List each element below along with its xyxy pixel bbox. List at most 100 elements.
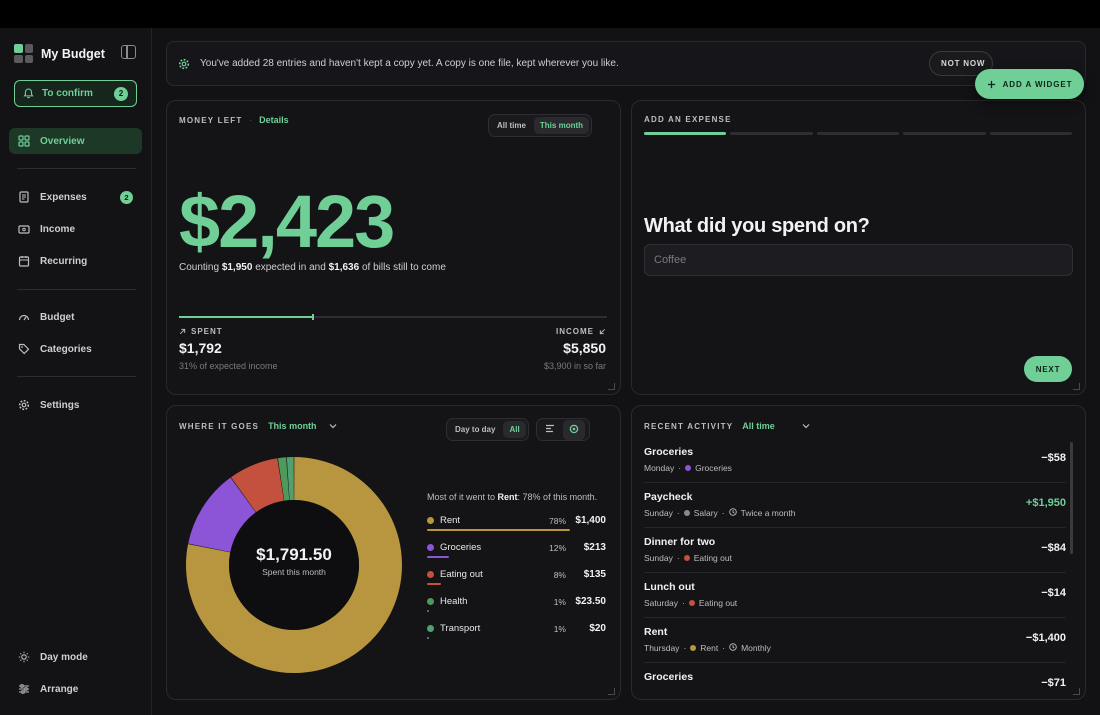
donut-slice-transport[interactable] — [286, 457, 294, 501]
activity-row[interactable]: Rent Thursday · Rent · Monthly −$1,400 — [644, 618, 1066, 663]
legend-percent: 78% — [548, 516, 566, 526]
most-category: Rent — [497, 492, 518, 502]
sun-icon — [18, 651, 30, 663]
donut-slice-eating-out[interactable] — [230, 458, 284, 513]
legend-item[interactable]: Rent 78% $1,400 — [427, 512, 606, 532]
activity-meta: Saturday · Eating out — [644, 598, 737, 608]
sidebar-item-overview[interactable]: Overview — [9, 128, 142, 154]
toggle-all[interactable]: All — [503, 421, 526, 438]
gear-icon — [178, 58, 190, 69]
sidebar-item-income[interactable]: Income — [9, 216, 142, 242]
toggle-day-to-day[interactable]: Day to day — [455, 425, 496, 434]
activity-title: Dinner for two — [644, 536, 716, 548]
legend-amount: $213 — [583, 542, 606, 553]
recent-activity-card: RECENT ACTIVITY All time Groceries Monday… — [631, 405, 1086, 700]
step-segment — [903, 132, 986, 135]
wallet-icon — [18, 223, 30, 235]
add-widget-button[interactable]: ADD A WIDGET — [975, 69, 1084, 99]
donut-subtext: Spent this month — [262, 567, 326, 577]
donut-slice-rent[interactable] — [186, 457, 402, 673]
most-suffix: : 78% of this month. — [517, 492, 598, 502]
activity-scrollbar[interactable] — [1070, 442, 1073, 554]
resize-handle[interactable] — [1073, 383, 1080, 390]
legend-bar — [427, 529, 570, 531]
sidebar-item-budget[interactable]: Budget — [9, 304, 142, 330]
day-mode-toggle[interactable]: Day mode — [9, 644, 142, 670]
activity-meta: Sunday · Eating out — [644, 553, 732, 563]
to-confirm-count: 2 — [114, 86, 128, 101]
separator-dot: · — [682, 598, 685, 608]
legend-color-dot — [427, 544, 434, 551]
next-button[interactable]: NEXT — [1024, 356, 1072, 382]
donut-view-icon[interactable] — [563, 419, 585, 440]
bar-view-icon[interactable] — [539, 420, 561, 439]
sidebar-item-settings[interactable]: Settings — [9, 392, 142, 418]
legend-item[interactable]: Groceries 12% $213 — [427, 539, 606, 559]
income-label: INCOME — [556, 327, 606, 336]
toggle-this-month[interactable]: This month — [533, 117, 590, 134]
recent-activity-label: RECENT ACTIVITY — [644, 421, 734, 431]
resize-handle[interactable] — [608, 383, 615, 390]
separator-dot: · — [722, 643, 726, 653]
legend-item[interactable]: Transport 1% $20 — [427, 620, 606, 640]
money-left-label: MONEY LEFT — [179, 115, 243, 125]
counting-suffix: of bills still to come — [361, 262, 446, 273]
expense-input[interactable] — [644, 244, 1073, 276]
chevron-down-icon[interactable] — [329, 423, 337, 429]
separator-dot: · — [721, 508, 725, 518]
activity-row[interactable]: Paycheck Sunday · Salary · Twice a month +$1,9… — [644, 483, 1066, 528]
step-segment — [644, 132, 727, 135]
activity-title: Groceries — [644, 446, 694, 458]
income-subtext: $3,900 in so far — [543, 361, 606, 371]
where-it-goes-card: WHERE IT GOES This month Day to day All … — [166, 405, 621, 700]
legend-label: Eating out — [440, 569, 483, 580]
activity-amount: −$1,400 — [1025, 632, 1066, 644]
activity-meta: Monday · Groceries — [644, 463, 732, 473]
activity-row[interactable]: Groceries Monday · Groceries −$58 — [644, 438, 1066, 483]
sidebar-item-label: Recurring — [40, 255, 88, 267]
sidebar-toggle-icon[interactable] — [121, 45, 136, 59]
sidebar-item-expenses[interactable]: Expenses 2 — [9, 184, 142, 210]
spent-progress-marker — [311, 314, 314, 320]
arrow-down-left-icon — [599, 328, 606, 335]
donut-slice-health[interactable] — [277, 457, 290, 501]
app: My Budget To confirm 2 Overview Expenses… — [0, 28, 1100, 715]
category-color-dot — [690, 645, 697, 651]
activity-row[interactable]: Groceries −$71 — [644, 663, 1066, 699]
donut-slice-groceries[interactable] — [188, 477, 256, 553]
activity-amount: −$58 — [1041, 452, 1066, 464]
activity-recurrence: Twice a month — [740, 508, 796, 518]
activity-title: Groceries — [644, 671, 694, 683]
toggle-all-time[interactable]: All time — [497, 121, 526, 130]
activity-row[interactable]: Lunch out Saturday · Eating out −$14 — [644, 573, 1066, 618]
bell-icon — [23, 88, 34, 99]
legend-amount: $1,400 — [575, 515, 606, 526]
chevron-down-icon[interactable] — [802, 423, 810, 429]
brand-name: My Budget — [41, 46, 105, 61]
sidebar-item-label: Categories — [40, 343, 92, 355]
sidebar-item-label: Income — [40, 223, 76, 235]
resize-handle[interactable] — [608, 688, 615, 695]
resize-handle[interactable] — [1073, 688, 1080, 695]
step-indicator — [644, 132, 1073, 135]
sidebar-item-recurring[interactable]: Recurring — [9, 248, 142, 274]
legend-item[interactable]: Health 1% $23.50 — [427, 593, 606, 613]
activity-day: Sunday — [644, 508, 673, 518]
backup-banner: You've added 28 entries and haven't kept… — [166, 41, 1086, 86]
to-confirm-button[interactable]: To confirm 2 — [14, 80, 137, 107]
spent-subtext: 31% of expected income — [179, 361, 278, 371]
activity-category: Eating out — [698, 598, 738, 608]
arrange-button[interactable]: Arrange — [9, 676, 142, 702]
details-link[interactable]: Details — [259, 115, 289, 125]
activity-period-dropdown[interactable]: All time — [742, 421, 775, 431]
activity-row[interactable]: Dinner for two Sunday · Eating out −$84 — [644, 528, 1066, 573]
to-confirm-label: To confirm — [42, 88, 93, 99]
separator-dot: · — [683, 643, 687, 653]
spent-label-text: SPENT — [191, 327, 223, 336]
sidebar-divider — [17, 376, 136, 377]
spent-label: SPENT — [179, 327, 223, 336]
legend-item[interactable]: Eating out 8% $135 — [427, 566, 606, 586]
period-dropdown[interactable]: This month — [268, 421, 317, 431]
sidebar-item-categories[interactable]: Categories — [9, 336, 142, 362]
donut-total: $1,791.50 — [256, 545, 332, 564]
